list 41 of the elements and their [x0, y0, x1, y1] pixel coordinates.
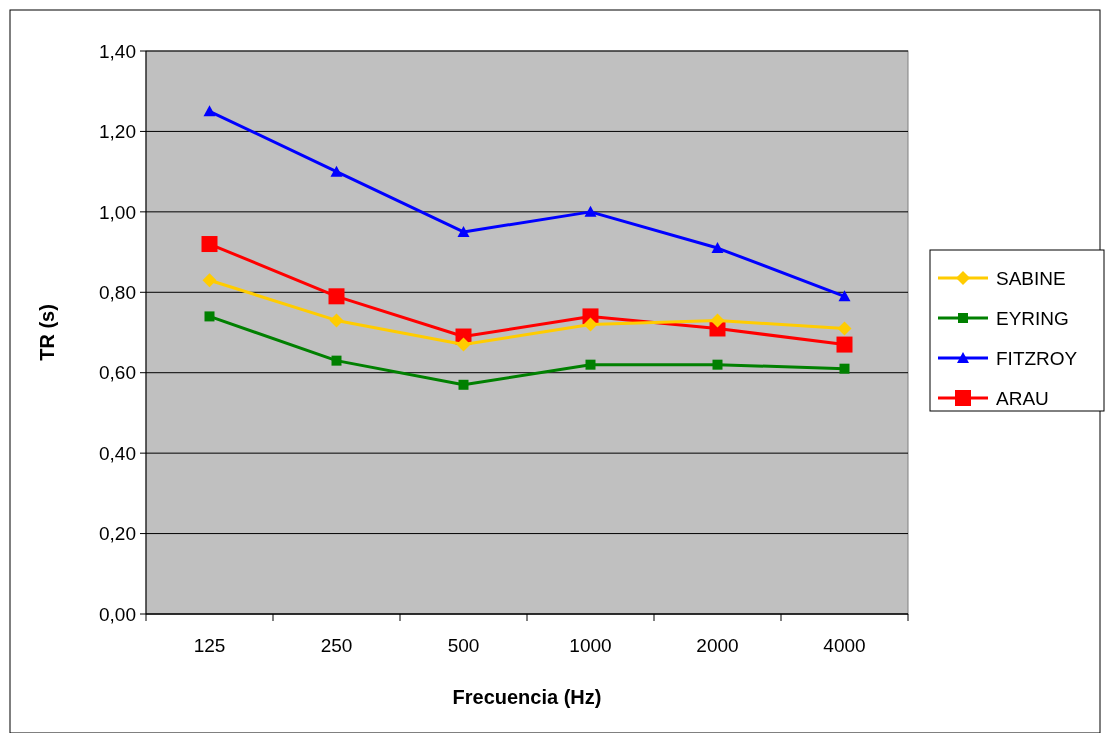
- y-tick-label: 1,00: [99, 201, 136, 223]
- point: [838, 290, 851, 302]
- point: [837, 321, 852, 336]
- point: [456, 337, 471, 352]
- y-tick-label: 0,20: [99, 523, 136, 545]
- x-tick-label: 4000: [823, 635, 866, 656]
- point: [204, 311, 215, 322]
- point: [836, 336, 853, 353]
- point: [710, 313, 725, 328]
- point: [839, 363, 850, 374]
- point: [457, 225, 470, 237]
- y-tick-label: 0,60: [99, 362, 136, 384]
- x-tick-label: 125: [193, 635, 226, 656]
- point: [583, 317, 598, 332]
- point: [711, 242, 724, 254]
- y-tick-label: 0,80: [99, 281, 136, 303]
- x-tick-label: 1000: [569, 635, 612, 656]
- point: [328, 288, 345, 305]
- point: [329, 313, 344, 328]
- x-axis-title: Frecuencia (Hz): [452, 686, 602, 708]
- point: [458, 379, 469, 390]
- point: [585, 359, 596, 370]
- x-tick-label: 250: [320, 635, 353, 656]
- legend-label: ARAU: [996, 387, 1049, 409]
- point: [201, 236, 218, 253]
- point: [331, 355, 342, 366]
- point: [584, 205, 597, 217]
- legend-label: SABINE: [996, 267, 1066, 289]
- x-tick-label: 500: [447, 635, 480, 656]
- x-tick-label: 2000: [696, 635, 739, 656]
- y-tick-label: 1,40: [99, 40, 136, 62]
- y-tick-label: 0,40: [99, 442, 136, 464]
- point: [203, 105, 216, 117]
- legend-label: EYRING: [996, 307, 1069, 329]
- point: [330, 165, 343, 177]
- y-tick-label: 1,20: [99, 121, 136, 143]
- point: [712, 359, 723, 370]
- y-tick-label: 0,00: [99, 603, 136, 625]
- legend-label: FITZROY: [996, 347, 1078, 369]
- point: [202, 273, 217, 288]
- y-axis-title: TR (s): [36, 304, 58, 361]
